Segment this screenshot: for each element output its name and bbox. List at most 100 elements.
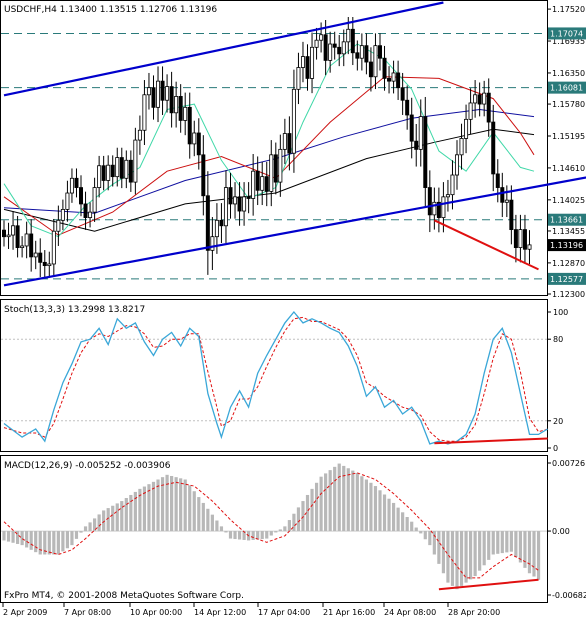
macd-histogram-bar [183,479,187,532]
candle-bull [124,159,129,179]
macd-histogram-bar [523,531,527,568]
macd-plot [1,463,547,591]
macd-histogram-bar [410,521,414,532]
candle-bear [414,140,419,150]
macd-histogram-bar [11,531,15,543]
candle-bull [223,187,228,227]
candle-bear [273,154,278,183]
stoch-main-line [3,310,548,445]
macd-histogram-bar [401,512,405,532]
candle-bear [201,154,206,197]
time-tick-label: 2 Apr 2009 [3,608,47,617]
candle-bear [246,196,251,199]
candle-bear [160,80,165,101]
macd-histogram-bar [29,531,33,550]
macd-histogram-bar [496,531,500,554]
candle-bear [323,34,328,61]
macd-histogram-bar [251,531,255,540]
candle-bear [101,165,106,181]
channel-lower-line [3,176,586,287]
macd-histogram-bar [174,477,178,532]
candle-bear [187,106,192,145]
macd-histogram-bar [396,507,400,532]
candle-bear [79,187,84,205]
macd-histogram-bar [197,497,201,532]
candle-bull [296,67,301,90]
macd-axis: 0.00726 0.00 -0.00682 [548,459,586,600]
macd-histogram-bar [310,488,314,532]
candle-bear [396,72,401,89]
candle-bear [382,57,387,79]
macd-histogram-bar [224,531,228,533]
candle-bear [15,225,20,249]
macd-histogram-bar [292,513,296,532]
price-tick-label: 1.14610 [552,164,585,173]
macd-tick-label: 0.00 [552,527,570,536]
candle-bear [237,196,242,212]
candle-bull [282,133,287,150]
candle-bear [495,173,500,188]
macd-histogram-bar [333,466,337,532]
macd-histogram-bar [428,531,432,546]
macd-histogram-bar [111,505,115,532]
candle-bear [205,195,210,251]
macd-histogram-bar [156,479,160,532]
candle-bull [214,219,219,238]
candle-bull [445,194,450,198]
candle-bull [165,86,170,101]
candle-bull [527,244,532,250]
macd-histogram-bar [351,470,355,532]
candle-bull [69,177,74,194]
candle-bull [242,196,247,212]
candle-bull [359,45,364,59]
macd-histogram-bar [319,476,323,532]
macd-histogram-bar [296,507,301,532]
price-tick-label: 1.17520 [552,5,585,14]
macd-histogram-bar [283,526,287,532]
candle-bull [97,165,102,188]
macd-histogram-bar [391,502,396,532]
ma-red-line [3,76,535,236]
candle-bull [314,39,319,48]
stochastic-plot [1,310,548,445]
macd-histogram-bar [473,531,477,577]
candle-bull [65,192,70,210]
time-tick-label: 14 Apr 12:00 [194,608,246,617]
macd-histogram-bar [79,531,83,533]
macd-histogram-bar [115,503,119,532]
candle-bear [513,229,518,249]
macd-histogram-bar [120,501,124,532]
candle-bear [38,252,43,263]
macd-histogram-bar [464,531,468,583]
candle-bear [436,201,441,218]
candle-bear [119,157,124,179]
candle-bull [51,230,56,265]
macd-histogram-bar [301,501,305,532]
macd-histogram-bar [129,494,133,532]
candle-bear [110,164,115,178]
macd-histogram-bar [432,531,436,555]
macd-histogram-bar [192,491,196,532]
price-level-label: 1.17074 [550,29,583,38]
macd-histogram-bar [342,465,346,532]
price-level-tag [548,81,586,94]
macd-histogram-bar [65,531,70,549]
macd-histogram-bar [206,508,210,532]
candle-bull [328,43,333,61]
stoch-tick-label: 80 [553,335,563,344]
candle-bear [255,170,260,191]
price-tick-label: 1.12870 [552,259,585,268]
macd-histogram-bar [56,531,60,555]
candle-bull [47,263,52,267]
macd-histogram-bar [47,531,51,555]
macd-histogram-bar [265,531,269,539]
candle-bull [473,94,478,104]
macd-histogram-bar [419,531,423,534]
macd-histogram-bar [61,531,65,552]
time-tick-label: 21 Apr 16:00 [323,608,375,617]
macd-histogram-bar [364,479,368,532]
candle-bear [2,229,7,238]
trend-channel [3,1,586,287]
candle-bear [169,86,174,114]
